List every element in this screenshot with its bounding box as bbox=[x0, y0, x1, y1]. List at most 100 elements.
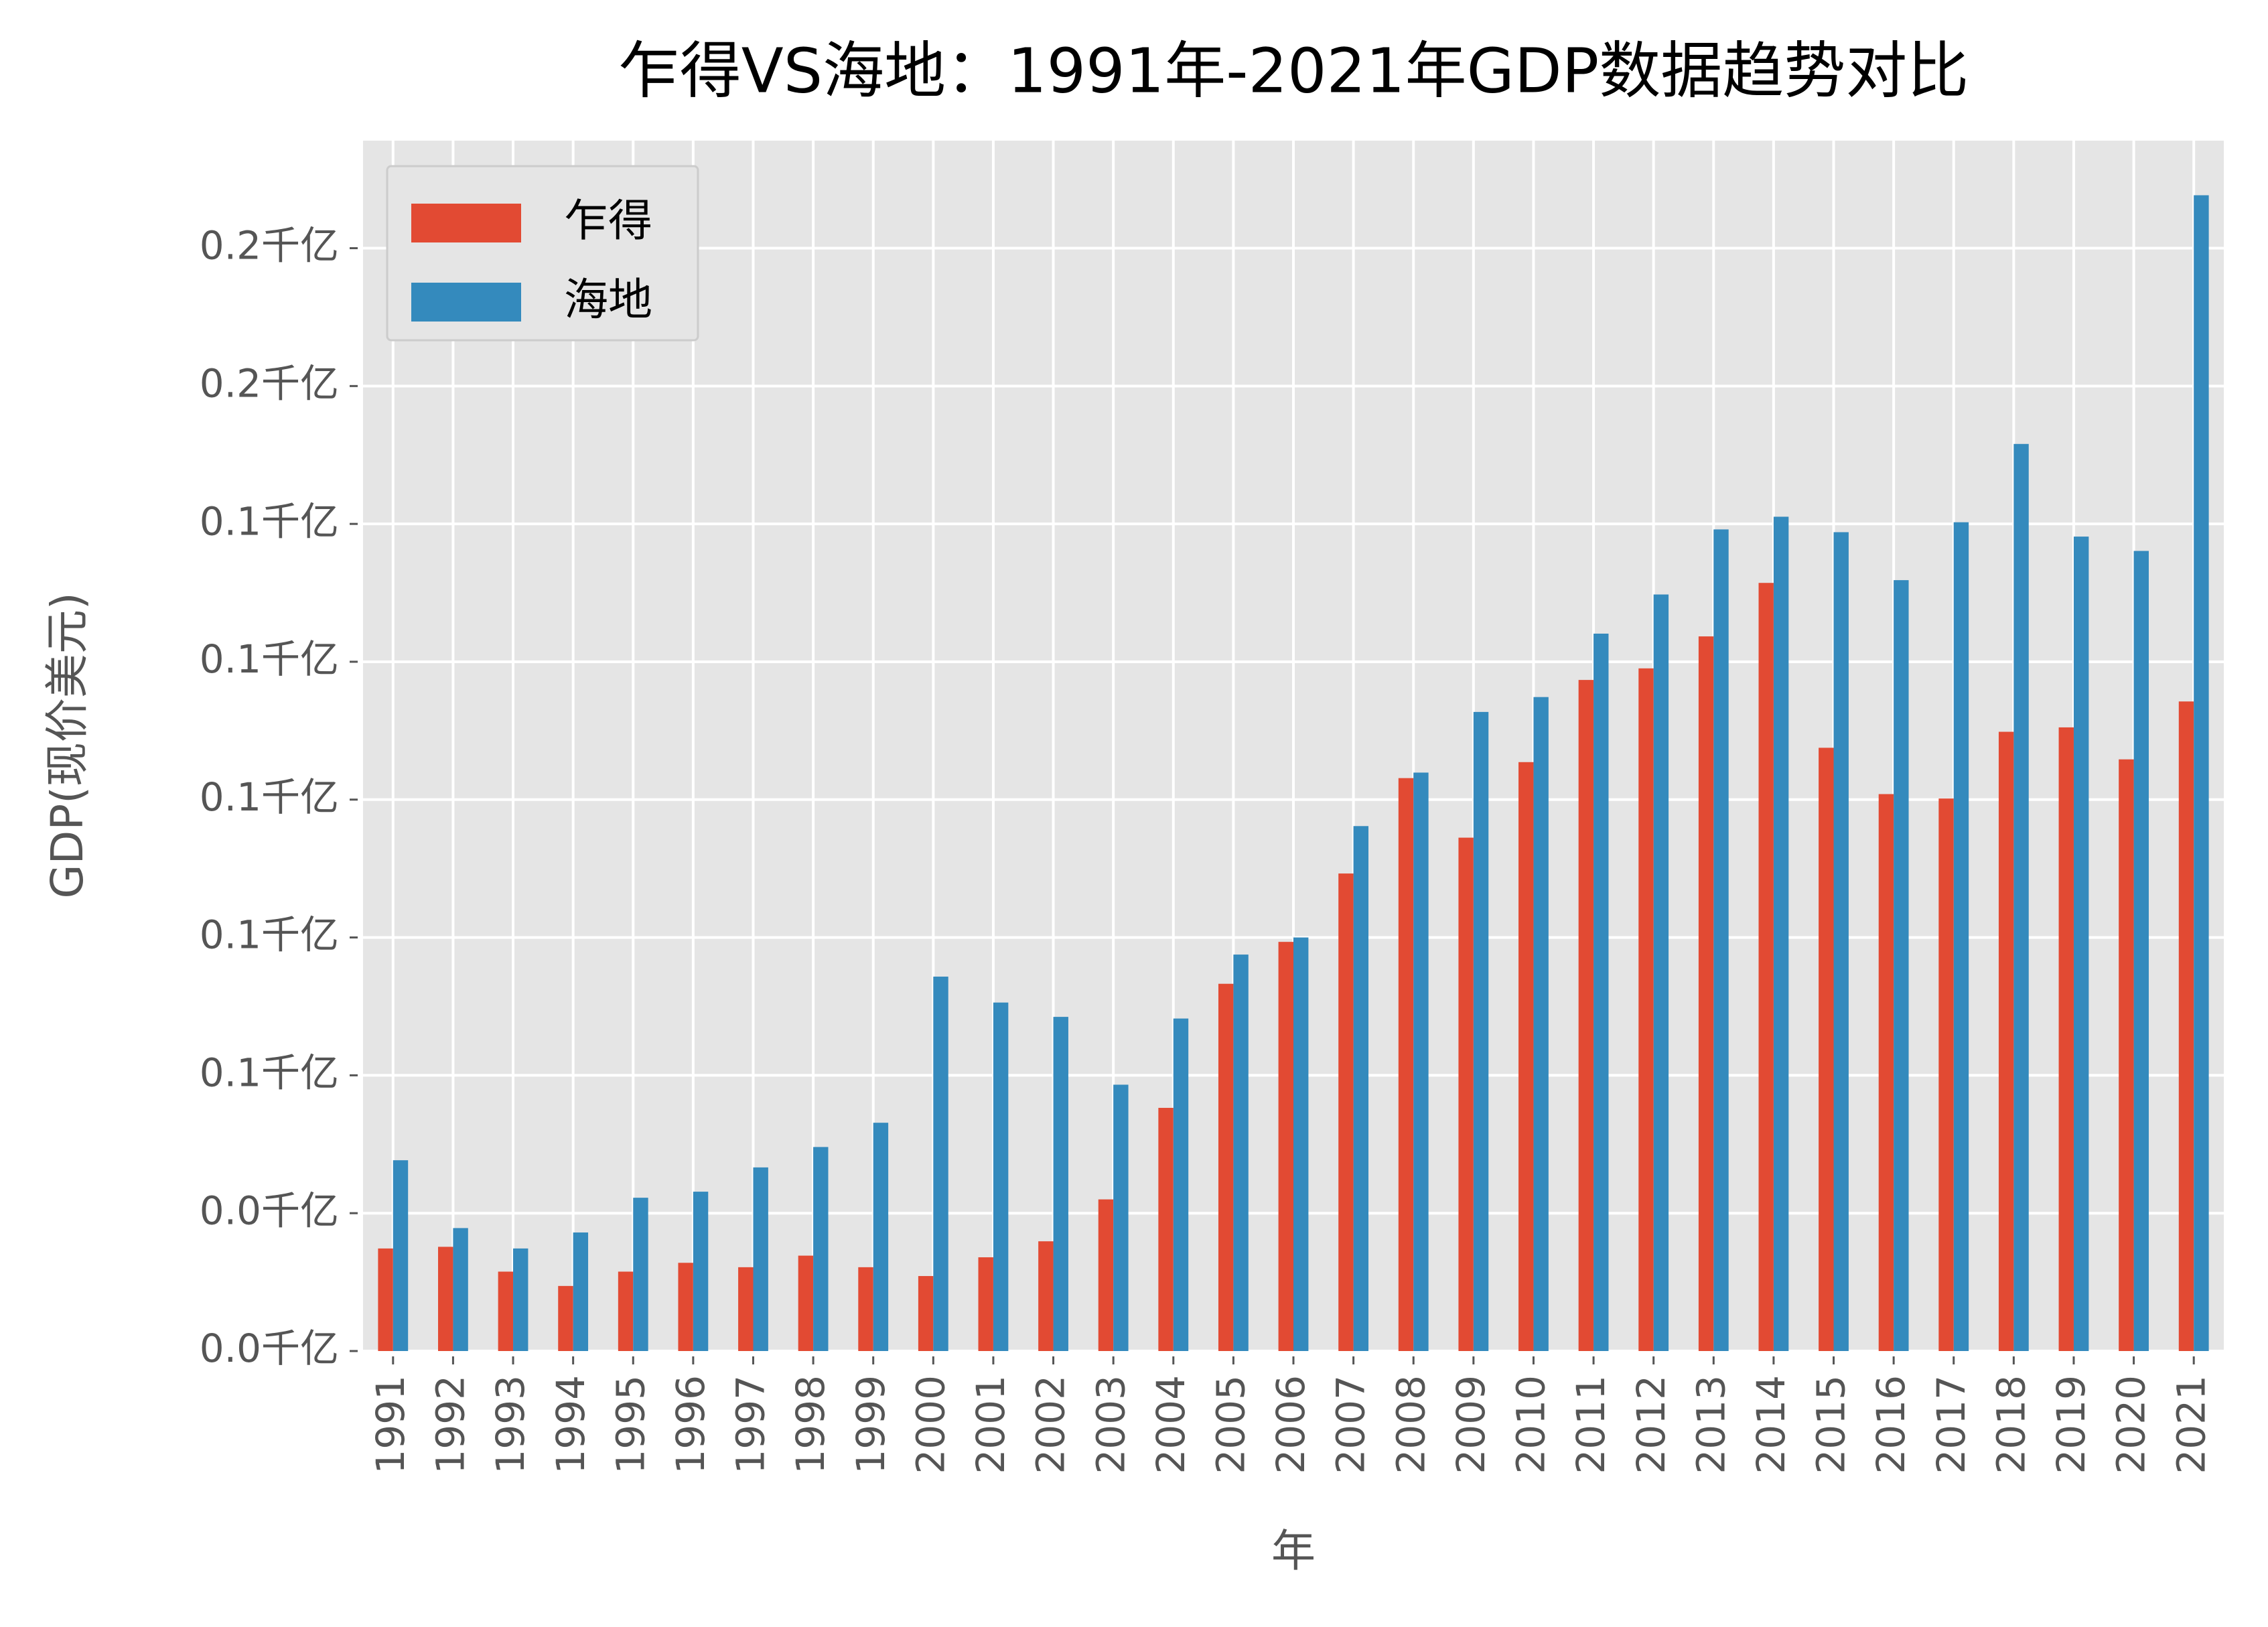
bar bbox=[378, 1248, 393, 1351]
bar bbox=[1894, 580, 1909, 1352]
bar bbox=[1473, 711, 1489, 1351]
y-axis-label: GDP(现价美元) bbox=[42, 592, 93, 898]
x-tick-label: 2014 bbox=[1748, 1375, 1794, 1474]
bar bbox=[453, 1228, 468, 1351]
bar bbox=[498, 1271, 514, 1351]
bar bbox=[513, 1248, 528, 1351]
x-tick-label: 2002 bbox=[1028, 1375, 1074, 1474]
y-tick-label: 0.1千亿 bbox=[200, 774, 339, 820]
bar bbox=[1653, 594, 1669, 1351]
bar bbox=[633, 1198, 648, 1351]
bar bbox=[2073, 537, 2089, 1351]
bar bbox=[1278, 942, 1293, 1351]
x-tick-label: 2000 bbox=[908, 1375, 953, 1474]
bar bbox=[1819, 748, 1834, 1351]
bar bbox=[1938, 798, 1954, 1351]
x-tick-label: 2006 bbox=[1268, 1375, 1314, 1474]
y-tick-label: 0.0千亿 bbox=[200, 1188, 339, 1233]
bar bbox=[573, 1232, 589, 1351]
bar bbox=[1233, 954, 1249, 1351]
bar bbox=[1518, 762, 1534, 1351]
bar bbox=[1713, 529, 1729, 1352]
bar bbox=[2178, 701, 2194, 1351]
x-tick-label: 2003 bbox=[1088, 1375, 1133, 1474]
x-tick-label: 1998 bbox=[788, 1375, 833, 1474]
bar bbox=[1398, 778, 1414, 1351]
bar bbox=[558, 1285, 573, 1351]
bar bbox=[1593, 633, 1609, 1352]
bar bbox=[1998, 731, 2014, 1351]
x-tick-label: 1995 bbox=[608, 1375, 653, 1474]
bar bbox=[1353, 826, 1369, 1351]
x-tick-label: 2021 bbox=[2168, 1375, 2214, 1474]
legend-label: 海地 bbox=[564, 274, 652, 326]
bar bbox=[618, 1271, 634, 1351]
x-tick-label: 2012 bbox=[1628, 1375, 1674, 1474]
x-tick-label: 1992 bbox=[428, 1375, 474, 1474]
x-tick-label: 2013 bbox=[1688, 1375, 1733, 1474]
bar bbox=[1113, 1084, 1129, 1351]
bar bbox=[2194, 195, 2209, 1351]
bar bbox=[1173, 1018, 1189, 1351]
y-tick-label: 0.2千亿 bbox=[200, 360, 339, 406]
bar bbox=[918, 1276, 934, 1351]
y-tick-label: 0.1千亿 bbox=[200, 1050, 339, 1095]
y-tick-label: 0.2千亿 bbox=[200, 223, 339, 269]
bar bbox=[753, 1167, 768, 1351]
y-tick-label: 0.1千亿 bbox=[200, 912, 339, 958]
x-tick-label: 2005 bbox=[1208, 1375, 1253, 1474]
bar bbox=[1413, 772, 1429, 1351]
bar bbox=[1293, 937, 1309, 1351]
bar bbox=[2013, 443, 2029, 1351]
bar bbox=[1098, 1199, 1114, 1351]
bar bbox=[978, 1257, 993, 1351]
bar bbox=[2119, 759, 2134, 1351]
bar bbox=[2058, 727, 2074, 1351]
x-tick-label: 1999 bbox=[848, 1375, 894, 1474]
bar bbox=[798, 1255, 814, 1351]
x-tick-label: 1996 bbox=[668, 1375, 713, 1474]
legend-swatch bbox=[411, 283, 521, 322]
x-tick-label: 1994 bbox=[548, 1375, 593, 1474]
bar bbox=[738, 1267, 754, 1351]
y-tick-label: 0.1千亿 bbox=[200, 498, 339, 544]
bar bbox=[693, 1192, 709, 1351]
bar bbox=[1698, 636, 1714, 1352]
bar bbox=[1038, 1241, 1054, 1351]
bar bbox=[1533, 697, 1549, 1351]
x-tick-label: 1993 bbox=[488, 1375, 533, 1474]
x-tick-label: 1997 bbox=[728, 1375, 774, 1474]
x-axis-label: 年 bbox=[1271, 1525, 1316, 1577]
x-tick-label: 2015 bbox=[1809, 1375, 1854, 1474]
y-tick-label: 0.0千亿 bbox=[200, 1326, 339, 1371]
bar bbox=[1158, 1107, 1174, 1351]
bar bbox=[1833, 532, 1849, 1351]
bar bbox=[1053, 1017, 1068, 1351]
bar bbox=[1638, 668, 1654, 1351]
x-tick-label: 2018 bbox=[1988, 1375, 2034, 1474]
bar bbox=[678, 1263, 693, 1351]
bar bbox=[873, 1123, 889, 1351]
bar bbox=[1773, 516, 1789, 1351]
bar bbox=[1338, 873, 1354, 1351]
bar bbox=[393, 1160, 409, 1351]
bar bbox=[1458, 837, 1474, 1351]
x-tick-label: 2020 bbox=[2109, 1375, 2154, 1474]
bar bbox=[858, 1267, 873, 1351]
bar bbox=[993, 1002, 1009, 1351]
x-tick-label: 2016 bbox=[1868, 1375, 1914, 1474]
legend-label: 乍得 bbox=[564, 195, 652, 246]
x-tick-label: 2009 bbox=[1448, 1375, 1494, 1474]
bar bbox=[1578, 680, 1594, 1351]
legend-swatch bbox=[411, 204, 521, 242]
bars bbox=[378, 195, 2209, 1352]
y-tick-label: 0.1千亿 bbox=[200, 636, 339, 682]
x-tick-label: 2010 bbox=[1508, 1375, 1554, 1474]
bar bbox=[2133, 551, 2149, 1351]
bar bbox=[1878, 794, 1894, 1351]
bar bbox=[1218, 983, 1234, 1351]
x-tick-label: 1991 bbox=[368, 1375, 413, 1474]
x-tick-label: 2017 bbox=[1928, 1375, 1974, 1474]
